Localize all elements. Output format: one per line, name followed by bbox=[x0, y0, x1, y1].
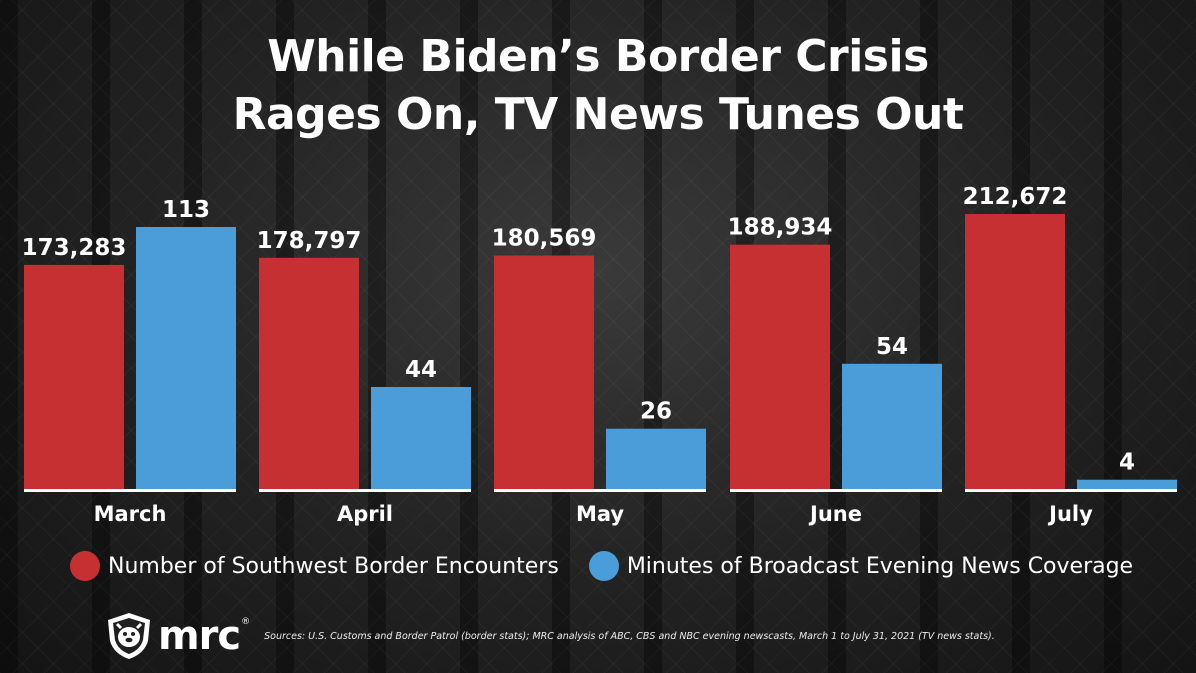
coverage-label-may: 26 bbox=[640, 399, 672, 425]
encounters-bar-april bbox=[259, 257, 359, 489]
baseline-april bbox=[259, 489, 471, 492]
coverage-label-july: 4 bbox=[1119, 450, 1135, 476]
encounters-label-april: 178,797 bbox=[257, 228, 362, 254]
coverage-label-april: 44 bbox=[405, 357, 437, 383]
legend-swatch-blue bbox=[588, 551, 619, 581]
chart-title: While Biden’s Border Crisis Rages On, TV… bbox=[0, 28, 1196, 144]
baseline-july bbox=[965, 489, 1177, 492]
encounters-bar-march bbox=[24, 264, 124, 489]
title-line-1: While Biden’s Border Crisis bbox=[267, 31, 929, 82]
encounters-label-may: 180,569 bbox=[492, 226, 597, 252]
category-label-april: April bbox=[337, 502, 393, 526]
logo-wordmark: mrc bbox=[158, 613, 241, 659]
logo-registered-mark: ® bbox=[241, 617, 251, 627]
bulldog-shield-icon bbox=[108, 613, 150, 659]
encounters-bar-june bbox=[730, 244, 830, 489]
category-label-may: May bbox=[576, 502, 624, 526]
title-line-2: Rages On, TV News Tunes Out bbox=[232, 89, 964, 140]
legend-swatch-red bbox=[70, 551, 100, 581]
sources-note: Sources: U.S. Customs and Border Patrol … bbox=[264, 630, 995, 642]
baseline-june bbox=[730, 489, 942, 492]
legend-label-encounters: Number of Southwest Border Encounters bbox=[108, 553, 559, 579]
baseline-march bbox=[24, 489, 236, 492]
encounters-bar-may bbox=[494, 255, 594, 489]
category-label-march: March bbox=[94, 502, 167, 526]
category-label-july: July bbox=[1047, 502, 1093, 526]
legend-item-encounters: Number of Southwest Border Encounters bbox=[70, 551, 559, 581]
encounters-label-march: 173,283 bbox=[22, 235, 127, 261]
legend-item-coverage: Minutes of Broadcast Evening News Covera… bbox=[588, 551, 1134, 581]
encounters-label-july: 212,672 bbox=[963, 184, 1068, 210]
bar-chart: 173,283 113 March 178,797 44 April 180,569 26 Ma… bbox=[22, 184, 1177, 526]
coverage-bar-march bbox=[136, 227, 236, 489]
coverage-label-june: 54 bbox=[876, 334, 908, 360]
baseline-may bbox=[494, 489, 706, 492]
coverage-bar-june bbox=[842, 363, 942, 489]
category-label-june: June bbox=[808, 502, 862, 526]
encounters-bar-july bbox=[965, 214, 1065, 489]
coverage-bar-july bbox=[1077, 479, 1177, 489]
coverage-bar-may bbox=[606, 428, 706, 489]
encounters-label-june: 188,934 bbox=[728, 215, 833, 241]
coverage-bar-april bbox=[371, 386, 471, 489]
coverage-label-march: 113 bbox=[162, 197, 210, 223]
legend-label-coverage: Minutes of Broadcast Evening News Covera… bbox=[626, 553, 1134, 579]
legend: Number of Southwest Border Encounters Mi… bbox=[70, 548, 1163, 584]
footer: mrc ® Sources: U.S. Customs and Border P… bbox=[104, 612, 995, 660]
mrc-logo: mrc ® bbox=[104, 611, 250, 661]
